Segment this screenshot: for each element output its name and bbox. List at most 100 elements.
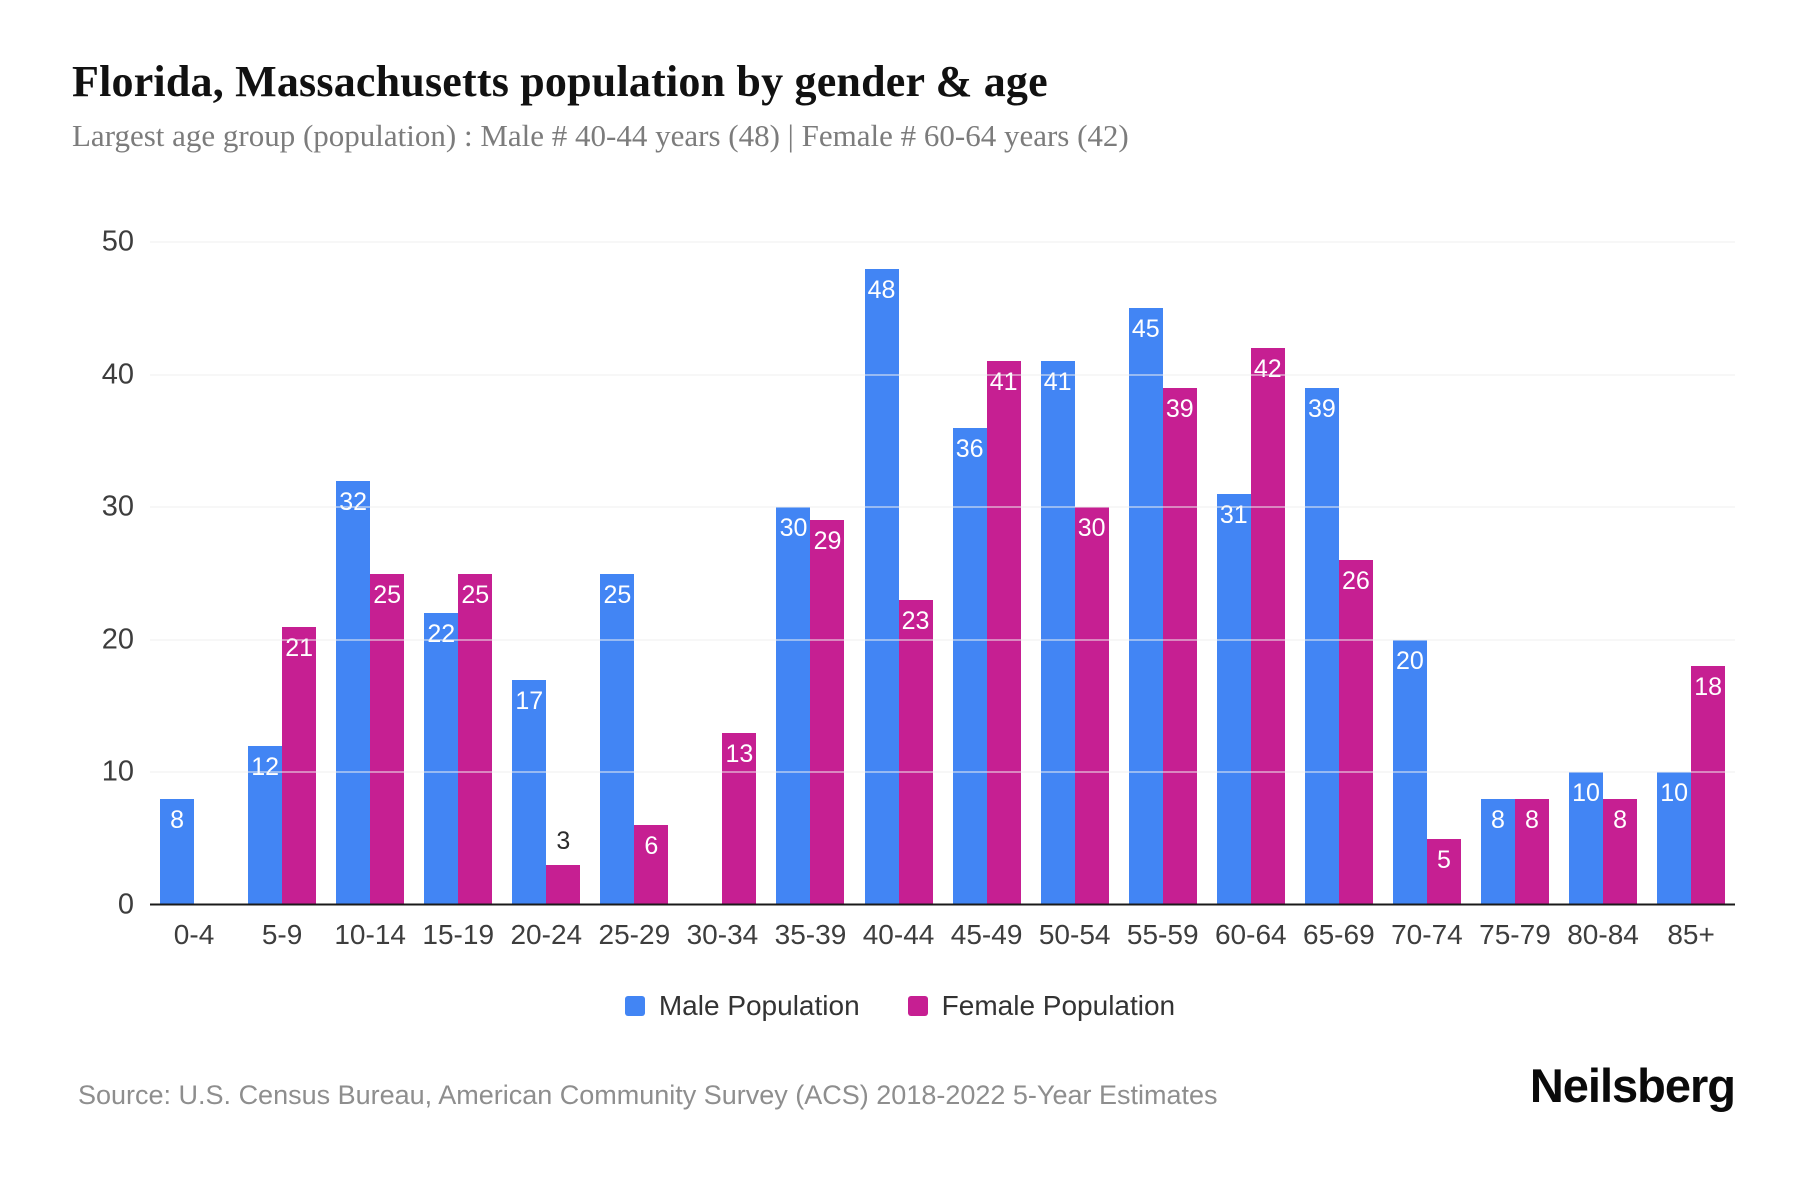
bar-group-70-74: 20 5 <box>1383 242 1471 905</box>
bar-group-50-54: 41 30 <box>1031 242 1119 905</box>
bar-value-label: 30 <box>1077 514 1106 543</box>
x-tick-45-49: 45-49 <box>950 919 1023 950</box>
bar-value-label: 23 <box>901 607 930 636</box>
male-bar-40-44[interactable]: 48 <box>864 268 899 905</box>
male-bar-10-14[interactable]: 32 <box>336 480 371 905</box>
x-tick-60-64: 60-64 <box>1214 919 1287 950</box>
gridline-0 <box>150 903 1735 906</box>
bar-slot: 8 <box>1480 242 1515 905</box>
bar-group-60-64: 31 42 <box>1207 242 1295 905</box>
male-bar-15-19[interactable]: 22 <box>424 613 459 905</box>
bar-slot: 39 <box>1162 242 1197 905</box>
female-bar-20-24[interactable]: 3 <box>546 827 581 905</box>
bar-value-label: 41 <box>989 368 1018 397</box>
x-tick-40-44: 40-44 <box>862 919 935 950</box>
bar-group-40-44: 48 23 <box>855 242 943 905</box>
bar-group-55-59: 45 39 <box>1119 242 1207 905</box>
y-tick-label-10: 10 <box>101 755 134 788</box>
bar-group-30-34: 13 <box>678 242 766 905</box>
bar-value-label: 29 <box>813 527 842 556</box>
neilsberg-logo: Neilsberg <box>1529 1059 1736 1112</box>
male-bar-80-84[interactable]: 10 <box>1569 772 1604 905</box>
x-tick-35-39: 35-39 <box>774 919 847 950</box>
y-tick-label-30: 30 <box>101 490 134 523</box>
male-bar-45-49[interactable]: 36 <box>952 427 987 905</box>
female-bar-80-84[interactable]: 8 <box>1603 798 1638 905</box>
gridline-10 <box>150 771 1735 773</box>
female-bar-35-39[interactable]: 29 <box>810 520 845 905</box>
y-tick-label-20: 20 <box>101 623 134 656</box>
bar-slot: 8 <box>1603 242 1638 905</box>
bar-value-label: 8 <box>1491 805 1505 834</box>
legend-item-male[interactable]: Male Population <box>624 990 860 1022</box>
bar-slot: 32 <box>336 242 371 905</box>
bar-slot <box>194 242 228 905</box>
bar-group-45-49: 36 41 <box>943 242 1031 905</box>
x-tick-30-34: 30-34 <box>686 919 759 950</box>
gridline-20 <box>150 639 1735 641</box>
female-bar-60-64[interactable]: 42 <box>1250 348 1285 905</box>
female-bar-5-9[interactable]: 21 <box>282 626 317 905</box>
bar-slot: 45 <box>1128 242 1163 905</box>
male-bar-75-79[interactable]: 8 <box>1480 798 1515 905</box>
bar-group-35-39: 30 29 <box>766 242 854 905</box>
male-bar-55-59[interactable]: 45 <box>1128 308 1163 905</box>
male-bar-25-29[interactable]: 25 <box>600 573 635 905</box>
female-bar-45-49[interactable]: 41 <box>986 361 1021 905</box>
bar-slot: 3 <box>546 242 581 905</box>
x-tick-50-54: 50-54 <box>1038 919 1111 950</box>
bar-value-label: 10 <box>1660 779 1688 808</box>
bar-group-5-9: 12 21 <box>238 242 326 905</box>
female-bar-85+[interactable]: 18 <box>1691 666 1726 905</box>
bar-value-label: 31 <box>1219 500 1248 529</box>
x-tick-25-29: 25-29 <box>598 919 671 950</box>
bar-value-label: 8 <box>1613 805 1627 834</box>
bar-slot: 23 <box>898 242 933 905</box>
bar-slot: 17 <box>512 242 547 905</box>
male-bar-50-54[interactable]: 41 <box>1040 361 1075 905</box>
bar-value-label: 30 <box>779 514 808 543</box>
bar-value-label: 18 <box>1694 673 1722 702</box>
female-bar-70-74[interactable]: 5 <box>1426 838 1461 905</box>
bar-group-0-4: 8 <box>150 242 238 905</box>
male-bar-60-64[interactable]: 31 <box>1216 493 1251 905</box>
male-bar-0-4[interactable]: 8 <box>160 798 195 905</box>
bars-layer: 8 12 21 32 25 22 25 17 3 25 6 13 30 29 48 23 36 41 41 30 45 3… <box>150 242 1735 905</box>
female-bar-65-69[interactable]: 26 <box>1338 560 1373 905</box>
legend-item-female[interactable]: Female Population <box>907 990 1175 1022</box>
female-bar-25-29[interactable]: 6 <box>634 825 669 905</box>
x-tick-85+: 85+ <box>1667 919 1715 950</box>
bar-slot: 42 <box>1250 242 1285 905</box>
female-bar-15-19[interactable]: 25 <box>458 573 493 905</box>
male-bar-35-39[interactable]: 30 <box>776 507 811 905</box>
female-bar-55-59[interactable]: 39 <box>1162 387 1197 905</box>
female-legend-swatch <box>907 996 928 1016</box>
bar-value-label: 20 <box>1396 646 1424 675</box>
female-bar-40-44[interactable]: 23 <box>898 600 933 905</box>
bar-value-label: 36 <box>955 434 984 463</box>
bar-group-65-69: 39 26 <box>1295 242 1383 905</box>
x-tick-10-14: 10-14 <box>334 919 406 950</box>
bar-slot: 48 <box>864 242 899 905</box>
male-bar-5-9[interactable]: 12 <box>248 745 283 905</box>
bar-value-label: 32 <box>339 487 368 516</box>
female-bar-10-14[interactable]: 25 <box>370 573 405 905</box>
bar-slot: 12 <box>248 242 283 905</box>
bar-value-label: 8 <box>170 805 184 834</box>
bar-value-label: 39 <box>1307 394 1336 423</box>
bar-slot: 8 <box>1514 242 1549 905</box>
bar-group-15-19: 22 25 <box>414 242 502 905</box>
gridline-30 <box>150 506 1735 508</box>
female-bar-50-54[interactable]: 30 <box>1074 507 1109 905</box>
male-bar-85+[interactable]: 10 <box>1657 772 1692 905</box>
male-legend-label: Male Population <box>658 990 860 1021</box>
bar-slot: 25 <box>370 242 405 905</box>
bar-value-label: 10 <box>1572 779 1600 808</box>
female-bar-75-79[interactable]: 8 <box>1514 798 1549 905</box>
male-bar-65-69[interactable]: 39 <box>1304 387 1339 905</box>
male-bar-20-24[interactable]: 17 <box>512 679 547 905</box>
x-tick-75-79: 75-79 <box>1479 919 1551 950</box>
bar-value-label: 25 <box>373 580 402 609</box>
bar-slot: 39 <box>1304 242 1339 905</box>
female-bar-30-34[interactable]: 13 <box>722 732 757 905</box>
